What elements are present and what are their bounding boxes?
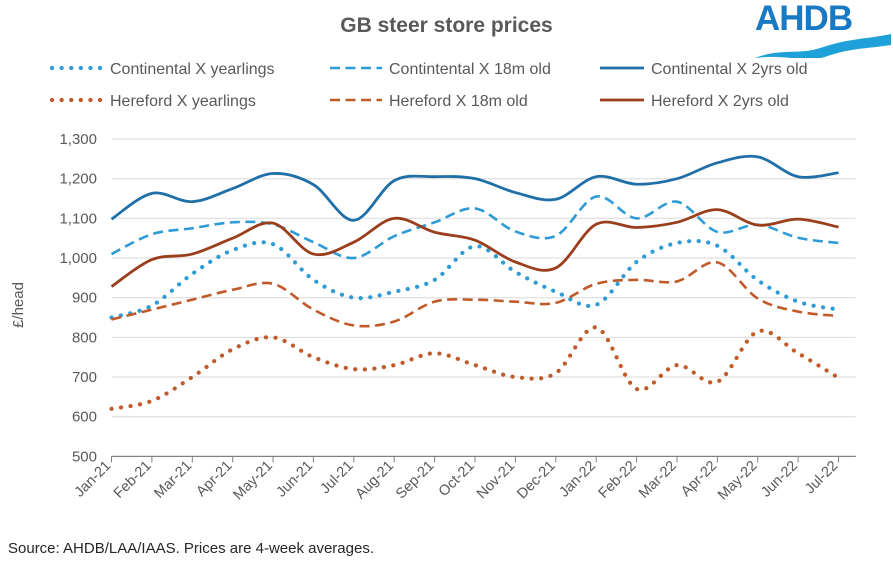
svg-text:1,200: 1,200 <box>59 171 97 188</box>
svg-text:Mar-21: Mar-21 <box>151 458 195 502</box>
svg-text:Jan-22: Jan-22 <box>556 458 599 501</box>
svg-text:Apr-21: Apr-21 <box>193 458 235 500</box>
svg-text:Dec-21: Dec-21 <box>514 458 558 502</box>
svg-text:Jun-22: Jun-22 <box>758 458 801 501</box>
svg-text:800: 800 <box>72 329 97 346</box>
svg-text:Oct-21: Oct-21 <box>436 458 478 500</box>
svg-text:Sep-21: Sep-21 <box>393 458 437 502</box>
svg-text:May-21: May-21 <box>230 458 276 504</box>
svg-text:Jul-22: Jul-22 <box>802 458 841 497</box>
svg-text:Feb-22: Feb-22 <box>596 458 640 502</box>
svg-text:1,100: 1,100 <box>59 210 97 227</box>
svg-text:£/head: £/head <box>10 282 27 328</box>
svg-text:700: 700 <box>72 369 97 386</box>
svg-text:Jul-21: Jul-21 <box>317 458 356 497</box>
svg-text:Apr-22: Apr-22 <box>678 458 720 500</box>
svg-text:1,000: 1,000 <box>59 250 97 267</box>
svg-text:500: 500 <box>72 448 97 465</box>
svg-text:600: 600 <box>72 409 97 426</box>
svg-text:Nov-21: Nov-21 <box>474 458 518 502</box>
svg-text:May-22: May-22 <box>715 458 761 504</box>
svg-text:1,300: 1,300 <box>59 131 97 148</box>
svg-text:Aug-21: Aug-21 <box>353 458 397 502</box>
svg-text:Feb-21: Feb-21 <box>111 458 155 502</box>
svg-text:900: 900 <box>72 290 97 307</box>
svg-text:Jun-21: Jun-21 <box>274 458 317 501</box>
svg-text:Mar-22: Mar-22 <box>636 458 680 502</box>
